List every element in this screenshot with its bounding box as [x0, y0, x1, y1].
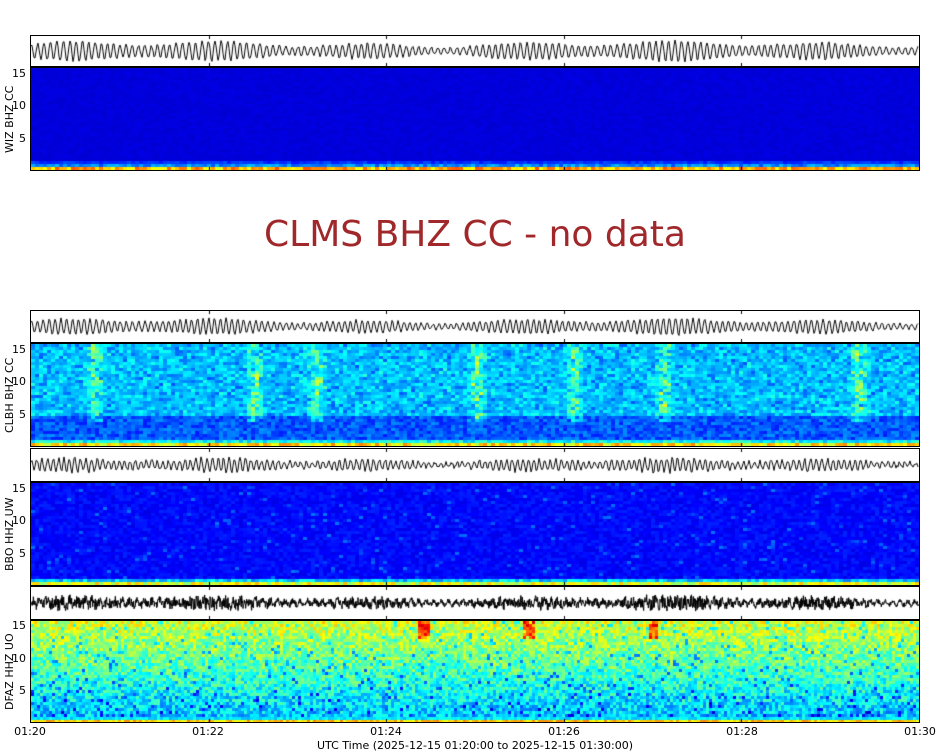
y-tick-label: 10 — [12, 651, 26, 665]
y-axis-label-clbh: CLBH BHZ CC — [3, 357, 16, 433]
y-tick-label: 15 — [12, 619, 26, 633]
no-data-message: CLMS BHZ CC - no data — [264, 214, 686, 255]
x-tick-label: 01:22 — [192, 725, 224, 738]
y-tick-label: 15 — [12, 342, 26, 356]
spectrogram-clbh — [30, 343, 920, 447]
y-tick-label: 10 — [12, 99, 26, 112]
x-tick-label: 01:26 — [548, 725, 580, 738]
y-axis-label-wiz: WIZ BHZ CC — [3, 85, 16, 153]
y-tick-label: 10 — [12, 514, 26, 527]
spectrogram-bbo — [30, 482, 920, 586]
x-tick-label: 01:24 — [370, 725, 402, 738]
spectrogram-wiz — [30, 67, 920, 171]
x-tick-label: 01:30 — [904, 725, 936, 738]
spectrogram-dfaz — [30, 620, 920, 723]
y-axis-label-dfaz: DFAZ HHZ UO — [3, 633, 16, 710]
x-tick-label: 01:28 — [726, 725, 758, 738]
y-tick-label: 10 — [12, 375, 26, 388]
y-tick-label: 5 — [19, 683, 26, 697]
waveform-clbh — [30, 310, 920, 343]
waveform-dfaz — [30, 586, 920, 620]
x-axis-label: UTC Time (2025-12-15 01:20:00 to 2025-12… — [317, 739, 633, 752]
y-tick-label: 15 — [12, 481, 26, 495]
y-tick-label: 5 — [19, 131, 26, 145]
waveform-wiz — [30, 35, 920, 67]
x-tick-label: 01:20 — [14, 725, 46, 738]
waveform-bbo — [30, 448, 920, 482]
y-tick-label: 5 — [19, 546, 26, 560]
y-tick-label: 5 — [19, 407, 26, 421]
y-axis-label-bbo: BBO HHZ UW — [3, 497, 16, 571]
y-tick-label: 15 — [12, 66, 26, 80]
